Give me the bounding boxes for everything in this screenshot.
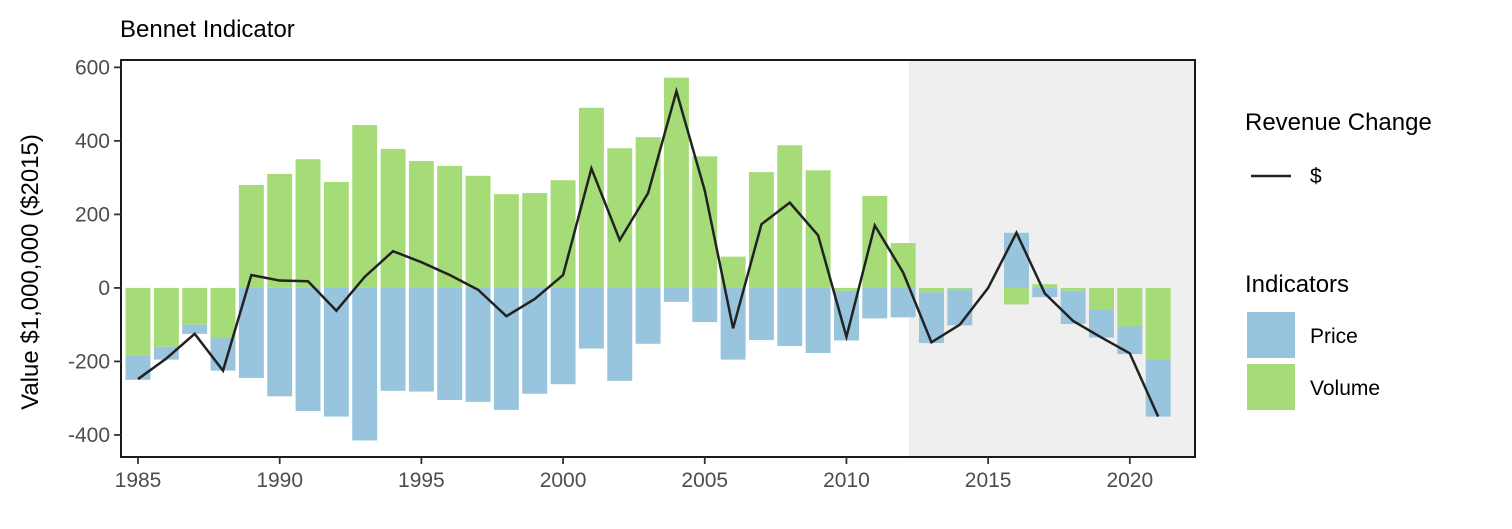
bar-volume-2021 bbox=[1145, 287, 1171, 360]
bar-price-1996 bbox=[437, 287, 463, 401]
legend-label-price: Price bbox=[1310, 325, 1358, 348]
bar-volume-1993 bbox=[352, 125, 378, 288]
bar-price-1995 bbox=[408, 287, 434, 392]
bar-volume-2019 bbox=[1089, 287, 1114, 310]
bar-volume-1994 bbox=[380, 148, 406, 288]
bar-price-2008 bbox=[777, 287, 803, 346]
bar-volume-1996 bbox=[437, 165, 463, 288]
y-axis-title: Value $1,000,000 ($2015) bbox=[17, 134, 44, 410]
bar-price-2003 bbox=[635, 287, 661, 344]
bar-volume-2017 bbox=[1032, 284, 1058, 288]
bar-price-1992 bbox=[323, 287, 349, 417]
bar-price-2002 bbox=[607, 287, 633, 381]
bar-price-1998 bbox=[493, 287, 519, 410]
bar-price-2009 bbox=[805, 287, 831, 353]
bar-volume-1998 bbox=[493, 194, 519, 288]
y-tick-label: 0 bbox=[98, 277, 110, 300]
bar-volume-2005 bbox=[692, 156, 718, 288]
y-tick-label: 600 bbox=[75, 56, 110, 79]
revenue-change-line bbox=[137, 86, 1160, 418]
bar-price-2000 bbox=[550, 287, 576, 385]
bar-price-1997 bbox=[465, 287, 491, 402]
bar-volume-2004 bbox=[663, 77, 689, 288]
bar-volume-2014 bbox=[947, 287, 973, 290]
x-tick-label: 1990 bbox=[256, 469, 303, 492]
bar-price-2004 bbox=[663, 287, 689, 302]
bar-volume-1986 bbox=[153, 287, 179, 347]
bar-volume-1988 bbox=[210, 287, 236, 338]
bar-price-1985 bbox=[125, 355, 151, 380]
x-tick-label: 2015 bbox=[965, 469, 1012, 492]
bar-price-2016 bbox=[1004, 232, 1029, 288]
bar-price-2011 bbox=[862, 287, 888, 319]
panel-border bbox=[120, 59, 1196, 458]
bar-volume-2020 bbox=[1117, 287, 1143, 327]
bar-volume-1985 bbox=[125, 287, 151, 356]
y-tick-label: -200 bbox=[68, 350, 110, 373]
y-axis: -400 -200 0 200 400 600 bbox=[68, 56, 121, 447]
bar-price-2021 bbox=[1145, 359, 1171, 417]
bar-volume-2018 bbox=[1060, 287, 1086, 291]
legend-label-dollar: $ bbox=[1310, 165, 1322, 188]
bar-price-1999 bbox=[522, 287, 548, 394]
legend-key-price bbox=[1247, 312, 1295, 358]
bar-price-2013 bbox=[918, 292, 944, 344]
x-tick-label: 2010 bbox=[823, 469, 870, 492]
bar-volume-2008 bbox=[777, 145, 803, 288]
bar-price-1991 bbox=[295, 287, 321, 412]
bar-volume-1991 bbox=[295, 159, 321, 288]
bar-volume-2016 bbox=[1004, 287, 1029, 305]
bar-price-2001 bbox=[578, 287, 604, 349]
bar-volume-2013 bbox=[918, 287, 944, 293]
bar-volume-1999 bbox=[522, 193, 548, 288]
bar-volume-2007 bbox=[748, 172, 774, 288]
bar-volume-1989 bbox=[238, 184, 264, 288]
bar-volume-1990 bbox=[267, 173, 293, 288]
legend-key-volume bbox=[1247, 364, 1295, 410]
plot-area bbox=[120, 59, 1196, 458]
x-tick-label: 1985 bbox=[115, 469, 162, 492]
bar-price-2020 bbox=[1117, 326, 1143, 355]
bar-volume-2010 bbox=[833, 287, 859, 291]
bar-price-1990 bbox=[267, 287, 293, 397]
bar-price-2005 bbox=[692, 287, 718, 323]
bar-price-1986 bbox=[153, 346, 179, 360]
legend-title-indicators: Indicators bbox=[1245, 271, 1349, 298]
bar-volume-2012 bbox=[890, 243, 916, 288]
chart-title: Bennet Indicator bbox=[120, 16, 295, 43]
bar-volume-2011 bbox=[862, 196, 888, 288]
y-tick-label: 200 bbox=[75, 203, 110, 226]
bar-volume-1987 bbox=[182, 287, 208, 325]
bar-price-2018 bbox=[1060, 290, 1086, 324]
bar-volume-2000 bbox=[550, 180, 576, 288]
x-tick-label: 2020 bbox=[1106, 469, 1153, 492]
x-axis: 1985 1990 1995 2000 2005 2010 2015 2020 bbox=[115, 457, 1153, 492]
legend-label-volume: Volume bbox=[1310, 377, 1380, 400]
bar-price-1993 bbox=[352, 287, 378, 441]
bar-volume-1992 bbox=[323, 182, 349, 288]
y-tick-label: -400 bbox=[68, 424, 110, 447]
x-tick-label: 2000 bbox=[540, 469, 587, 492]
bar-price-1987 bbox=[182, 324, 208, 334]
bar-price-1994 bbox=[380, 287, 406, 391]
legend: Revenue Change $ Indicators Price Volume bbox=[1245, 109, 1432, 410]
y-tick-label: 400 bbox=[75, 130, 110, 153]
bar-volume-1995 bbox=[408, 161, 434, 288]
x-tick-label: 1995 bbox=[398, 469, 445, 492]
bar-price-2014 bbox=[947, 289, 973, 326]
bar-volume-1997 bbox=[465, 175, 491, 288]
bar-price-2007 bbox=[748, 287, 774, 341]
legend-title-revenue-change: Revenue Change bbox=[1245, 109, 1432, 136]
x-tick-label: 2005 bbox=[681, 469, 728, 492]
